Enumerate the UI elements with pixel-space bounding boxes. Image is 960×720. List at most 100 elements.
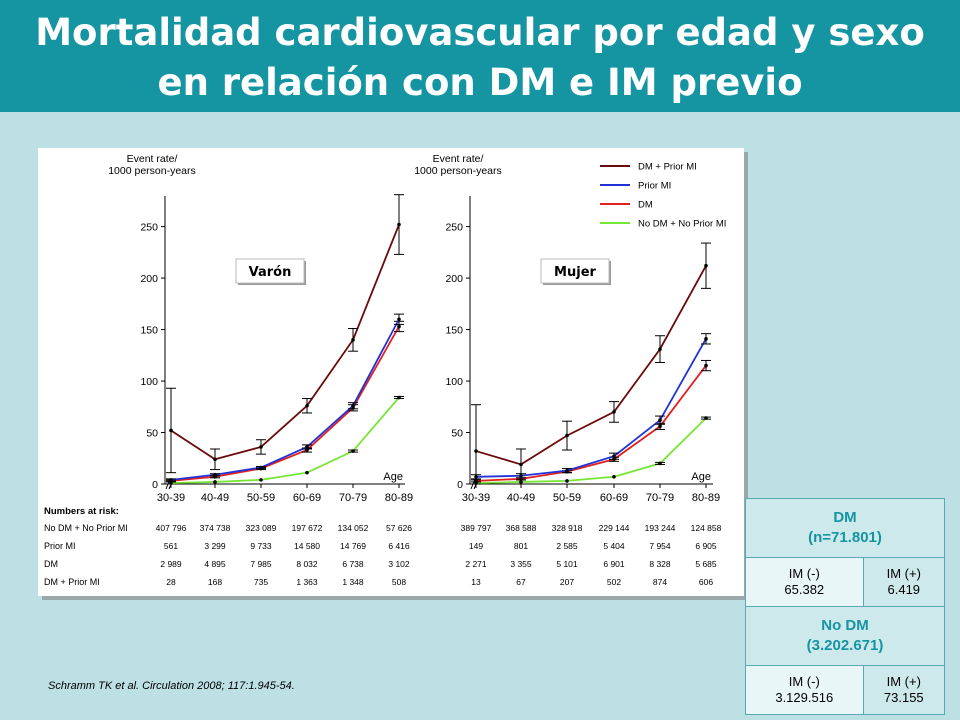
mujer-risk-2-5: 5 685 xyxy=(695,559,717,569)
varon-risk-3-4: 1 348 xyxy=(342,577,364,587)
nodm-title: No DM xyxy=(821,617,869,634)
mujer-xtick-label-0: 30-39 xyxy=(462,492,490,504)
dm-header: DM (n=71.801) xyxy=(745,498,945,558)
mujer-xtick-label-4: 70-79 xyxy=(646,492,674,504)
varon-series-2-line xyxy=(170,326,400,482)
nodm-im-neg-label: IM (-) xyxy=(788,674,820,689)
mujer-series-0-point-5 xyxy=(704,263,708,268)
varon-series-0-point-4 xyxy=(351,338,355,342)
varon-series-3-point-5 xyxy=(397,395,401,400)
legend-label-3: No DM + No Prior MI xyxy=(638,219,726,230)
varon-risk-0-4: 134 052 xyxy=(338,523,369,533)
title-line-1: Mortalidad cardiovascular por edad y sex… xyxy=(35,11,925,54)
mujer-series-0-point-3 xyxy=(612,410,616,414)
citation: Schramm TK et al. Circulation 2008; 117:… xyxy=(48,680,295,692)
varon-series-1-point-0 xyxy=(169,478,173,482)
mujer-series-3-line xyxy=(475,417,707,484)
varon-series-1-line xyxy=(170,318,400,481)
varon-risk-2-4: 6 738 xyxy=(342,559,364,569)
dm-count: (n=71.801) xyxy=(808,529,882,546)
mujer-risk-1-0: 149 xyxy=(469,541,483,551)
varon-risk-1-2: 9 733 xyxy=(250,541,272,551)
dm-im-pos-cell: IM (+) 6.419 xyxy=(862,557,946,607)
mujer-series-0-point-1 xyxy=(519,462,523,467)
mujer-risk-2-3: 6 901 xyxy=(603,559,625,569)
mujer-series-3-point-2 xyxy=(565,479,569,483)
mujer-ytick-label-200: 200 xyxy=(445,273,463,285)
title-line-2: en relación con DM e IM previo xyxy=(157,61,803,104)
varon-risk-3-1: 168 xyxy=(208,577,222,587)
mujer-risk-0-5: 124 858 xyxy=(691,523,722,533)
varon-risk-2-3: 8 032 xyxy=(296,559,318,569)
mujer-series-3-point-1 xyxy=(519,480,523,484)
varon-xtick-label-5: 80-89 xyxy=(385,492,413,504)
mujer-ytick-label-100: 100 xyxy=(445,376,463,388)
varon-ytick-label-0: 0 xyxy=(152,479,158,491)
chart-panel: Event rate/1000 person-years 0 50 100 150 200… xyxy=(38,148,744,596)
nodm-im-pos-label: IM (+) xyxy=(886,674,921,689)
mujer-risk-0-0: 389 797 xyxy=(461,523,492,533)
varon-risk-1-5: 6 416 xyxy=(388,541,410,551)
varon-series-1-point-4 xyxy=(351,403,355,408)
mujer-risk-3-4: 874 xyxy=(653,577,667,587)
mujer-risk-1-5: 6 905 xyxy=(695,541,717,551)
varon-xtick-label-4: 70-79 xyxy=(339,492,367,504)
population-table: DM (n=71.801) IM (-) 65.382 IM (+) 6.419… xyxy=(745,498,946,715)
mujer-risk-1-2: 2 585 xyxy=(556,541,578,551)
varon-series-0-point-1 xyxy=(213,457,217,462)
varon-ytick-label-150: 150 xyxy=(140,325,158,337)
mujer-series-0-point-2 xyxy=(565,433,569,438)
mujer-series-3-point-4 xyxy=(658,461,662,466)
mujer-xtick-label-2: 50-59 xyxy=(553,492,581,504)
varon-ytick-label-50: 50 xyxy=(146,428,158,440)
nodm-im-pos-value: 73.155 xyxy=(883,690,924,705)
varon-series-0-point-2 xyxy=(259,445,263,449)
varon-series-1-point-2 xyxy=(259,465,263,470)
varon-risk-0-5: 57 626 xyxy=(386,523,412,533)
varon-risk-3-2: 735 xyxy=(254,577,268,587)
dm-im-neg-value: 65.382 xyxy=(784,582,825,597)
varon-xtick-label-2: 50-59 xyxy=(247,492,275,504)
mujer-ytick-label-50: 50 xyxy=(451,428,463,440)
varon-xlabel: Age xyxy=(383,471,403,483)
varon-risk-3-3: 1 363 xyxy=(296,577,318,587)
varon-risk-1-3: 14 580 xyxy=(294,541,320,551)
nodm-im-neg-cell: IM (-) 3.129.516 xyxy=(745,665,864,715)
mujer-series-0-point-0 xyxy=(474,449,478,453)
mujer-risk-0-1: 368 588 xyxy=(506,523,537,533)
dm-im-pos-label: IM (+) xyxy=(886,566,921,581)
mujer-series-0-point-4 xyxy=(658,347,662,351)
mujer-series-3-point-5 xyxy=(704,416,708,420)
varon-risk-1-0: 561 xyxy=(164,541,178,551)
mujer-risk-0-2: 328 918 xyxy=(552,523,583,533)
varon-series-3-line xyxy=(170,396,400,484)
mujer-risk-3-0: 13 xyxy=(471,577,481,587)
varon-ylabel-line-2: 1000 person-years xyxy=(108,165,196,177)
mujer-series-2-line xyxy=(475,365,707,482)
varon-risk-2-1: 4 895 xyxy=(204,559,226,569)
varon-series-3-point-2 xyxy=(259,478,263,482)
varon-risk-3-0: 28 xyxy=(166,577,176,587)
mujer-risk-3-5: 606 xyxy=(699,577,713,587)
varon-series-1-point-1 xyxy=(213,472,217,477)
varon-xtick-label-0: 30-39 xyxy=(157,492,185,504)
varon-ylabel-line-1: Event rate/ xyxy=(127,153,178,165)
risk-row-label-1: Prior MI xyxy=(44,541,76,551)
varon-xtick-label-3: 60-69 xyxy=(293,492,321,504)
varon-risk-0-1: 374 738 xyxy=(200,523,231,533)
title-bar: Mortalidad cardiovascular por edad y sex… xyxy=(0,0,960,112)
varon-risk-0-2: 323 089 xyxy=(246,523,277,533)
risk-title: Numbers at risk: xyxy=(44,506,119,517)
mujer-risk-3-3: 502 xyxy=(607,577,621,587)
mujer-series-1-point-5 xyxy=(704,337,708,341)
risk-row-label-3: DM + Prior MI xyxy=(44,577,100,587)
mujer-series-2-point-4 xyxy=(658,424,662,429)
mujer-badge-box xyxy=(540,258,610,284)
varon-ytick-label-250: 250 xyxy=(140,222,158,234)
mujer-ytick-label-250: 250 xyxy=(445,222,463,234)
varon-series-1-point-3 xyxy=(305,445,309,449)
mujer-series-0-line xyxy=(475,265,707,466)
varon-series-0-line xyxy=(170,224,400,461)
mujer-ytick-label-0: 0 xyxy=(457,479,463,491)
varon-risk-1-4: 14 769 xyxy=(340,541,366,551)
